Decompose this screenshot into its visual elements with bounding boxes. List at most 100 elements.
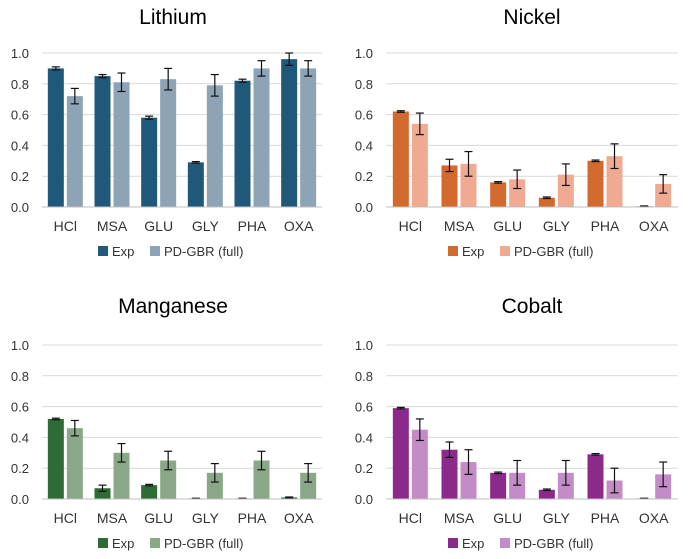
x-tick-label: MSA	[444, 218, 475, 234]
bar-lithium-exp-pha	[234, 80, 251, 207]
y-tick-label: 0.0	[355, 492, 373, 507]
legend-swatch-pd-gbr	[150, 246, 160, 256]
bar-lithium-pd-gbr-oxa	[300, 68, 317, 208]
legend-label-exp: Exp	[112, 244, 134, 259]
y-tick-label: 0.0	[11, 200, 29, 215]
x-tick-label: PHA	[591, 510, 620, 526]
legend-label-pd-gbr: PD-GBR (full)	[164, 244, 243, 259]
x-tick-label: GLU	[144, 218, 173, 234]
x-tick-label: GLU	[493, 218, 522, 234]
bar-nickel-exp-msa	[441, 165, 458, 207]
x-tick-label: MSA	[97, 218, 128, 234]
legend-label-exp: Exp	[462, 536, 484, 551]
y-tick-label: 0.6	[355, 108, 373, 123]
bar-nickel-pd-gbr-glu	[509, 179, 526, 207]
y-tick-label: 0.4	[355, 138, 373, 153]
legend-label-exp: Exp	[112, 536, 134, 551]
legend-swatch-pd-gbr	[500, 538, 510, 548]
y-tick-label: 0.8	[355, 77, 373, 92]
x-tick-label: HCl	[54, 218, 77, 234]
bar-manganese-exp-glu	[141, 485, 158, 499]
x-tick-label: MSA	[97, 510, 128, 526]
chart-title-lithium: Lithium	[139, 6, 207, 29]
y-tick-label: 0.6	[11, 108, 29, 123]
bar-lithium-exp-gly	[187, 162, 204, 207]
y-tick-label: 0.0	[11, 492, 29, 507]
y-tick-label: 0.2	[11, 169, 29, 184]
bar-lithium-exp-hcl	[47, 68, 64, 208]
bar-cobalt-pd-gbr-msa	[460, 462, 477, 499]
legend-swatch-exp	[448, 246, 458, 256]
x-tick-label: OXA	[284, 510, 314, 526]
y-tick-label: 0.4	[11, 430, 29, 445]
bar-cobalt-exp-glu	[490, 472, 507, 499]
y-tick-label: 0.8	[11, 77, 29, 92]
y-tick-label: 1.0	[11, 338, 29, 353]
bar-lithium-pd-gbr-gly	[206, 85, 223, 207]
bar-lithium-exp-msa	[94, 76, 111, 207]
bar-manganese-pd-gbr-hcl	[66, 428, 83, 499]
x-tick-label: OXA	[639, 510, 669, 526]
y-tick-label: 0.8	[11, 369, 29, 384]
x-tick-label: GLY	[192, 510, 220, 526]
x-tick-label: GLY	[543, 510, 571, 526]
bar-manganese-pd-gbr-gly	[206, 472, 223, 499]
y-tick-label: 1.0	[355, 46, 373, 61]
bar-cobalt-pd-gbr-glu	[509, 472, 526, 499]
bar-cobalt-exp-hcl	[392, 408, 409, 499]
y-tick-label: 1.0	[11, 46, 29, 61]
x-tick-label: PHA	[238, 218, 267, 234]
y-tick-label: 0.8	[355, 369, 373, 384]
bar-lithium-exp-oxa	[281, 59, 298, 207]
bar-nickel-exp-hcl	[392, 111, 409, 207]
y-tick-label: 0.4	[11, 138, 29, 153]
x-tick-label: PHA	[591, 218, 620, 234]
chart-title-manganese: Manganese	[118, 295, 228, 318]
bar-cobalt-pd-gbr-hcl	[411, 429, 428, 499]
bar-lithium-pd-gbr-pha	[253, 68, 270, 208]
legend-swatch-exp	[98, 246, 108, 256]
legend-label-exp: Exp	[462, 244, 484, 259]
x-tick-label: OXA	[284, 218, 314, 234]
x-tick-label: HCl	[399, 510, 422, 526]
bar-manganese-pd-gbr-oxa	[300, 472, 317, 499]
y-tick-label: 0.2	[11, 461, 29, 476]
y-tick-label: 1.0	[355, 338, 373, 353]
legend-label-pd-gbr: PD-GBR (full)	[514, 244, 593, 259]
y-tick-label: 0.0	[355, 200, 373, 215]
y-tick-label: 0.6	[11, 400, 29, 415]
bar-manganese-pd-gbr-msa	[113, 452, 130, 499]
y-tick-label: 0.6	[355, 400, 373, 415]
x-tick-label: HCl	[399, 218, 422, 234]
bar-nickel-exp-glu	[490, 182, 507, 207]
bar-nickel-pd-gbr-hcl	[411, 123, 428, 207]
legend-swatch-exp	[98, 538, 108, 548]
x-tick-label: GLY	[192, 218, 220, 234]
bar-lithium-pd-gbr-glu	[160, 79, 177, 207]
bar-cobalt-pd-gbr-gly	[557, 472, 574, 499]
bar-manganese-exp-msa	[94, 488, 111, 499]
x-tick-label: GLU	[144, 510, 173, 526]
bar-nickel-pd-gbr-msa	[460, 163, 477, 207]
legend-swatch-exp	[448, 538, 458, 548]
bar-cobalt-exp-msa	[441, 449, 458, 499]
bar-lithium-exp-glu	[141, 117, 158, 207]
x-tick-label: GLY	[543, 218, 571, 234]
bar-nickel-pd-gbr-oxa	[655, 183, 672, 207]
chart-title-cobalt: Cobalt	[502, 295, 563, 318]
bar-lithium-pd-gbr-hcl	[66, 96, 83, 207]
bar-nickel-exp-gly	[538, 197, 555, 207]
bar-manganese-exp-hcl	[47, 418, 64, 499]
y-tick-label: 0.2	[355, 169, 373, 184]
bar-nickel-pd-gbr-gly	[557, 174, 574, 207]
y-tick-label: 0.4	[355, 430, 373, 445]
legend-swatch-pd-gbr	[150, 538, 160, 548]
y-tick-label: 0.2	[355, 461, 373, 476]
bar-lithium-pd-gbr-msa	[113, 82, 130, 207]
legend-label-pd-gbr: PD-GBR (full)	[514, 536, 593, 551]
x-tick-label: GLU	[493, 510, 522, 526]
x-tick-label: PHA	[238, 510, 267, 526]
legend-label-pd-gbr: PD-GBR (full)	[164, 536, 243, 551]
legend-swatch-pd-gbr	[500, 246, 510, 256]
